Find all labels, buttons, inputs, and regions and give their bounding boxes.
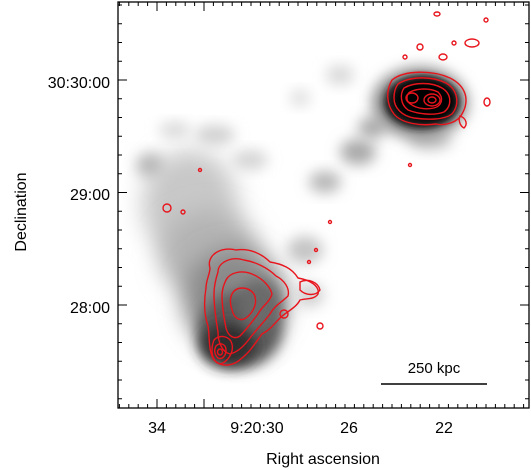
south-contour-3 [221, 271, 273, 339]
north-contour-2 [393, 77, 458, 120]
xray-greyscale-image [136, 65, 468, 368]
south-contour-5 [211, 335, 234, 365]
north-contour-4 [406, 88, 443, 110]
south-blob-8 [306, 259, 312, 265]
north-blob-9 [407, 162, 413, 168]
north-contour-outer [387, 71, 467, 126]
scale-bar-label: 250 kpc [408, 360, 461, 377]
north-blob-4 [416, 43, 424, 51]
north-blob-6 [483, 17, 489, 23]
north-contour-3 [400, 82, 451, 115]
north-contour-tail [458, 115, 467, 129]
x-tick-label-22: 22 [435, 420, 453, 437]
south-blob-5 [197, 167, 203, 173]
south-contour-6 [213, 343, 227, 360]
south-contour-lobe [299, 279, 321, 296]
north-contour-peak-1 [423, 93, 441, 107]
south-contour-peak [216, 348, 224, 356]
south-blob-4 [180, 209, 186, 215]
north-blob-2 [438, 53, 448, 61]
axis-ticks [118, 2, 529, 408]
x-tick-label-9-20-30: 9:20:30 [230, 420, 283, 437]
south-blob-3 [162, 203, 172, 213]
south-blob-6 [313, 247, 319, 253]
radio-contours [162, 11, 491, 366]
north-blob-3 [464, 38, 480, 48]
x-tick-label-34: 34 [148, 420, 166, 437]
south-contour-outer [203, 248, 319, 366]
plot-frame [117, 1, 530, 409]
south-blob-7 [327, 219, 333, 225]
y-axis-title: Declination [13, 172, 30, 251]
north-blob-7 [402, 54, 408, 60]
north-contour-peak-2 [427, 96, 437, 104]
south-blob-1 [279, 309, 289, 319]
south-contour-2 [213, 258, 290, 355]
north-contour-peak-3 [405, 92, 419, 104]
x-tick-label-26: 26 [340, 420, 358, 437]
north-blob-8 [451, 40, 457, 46]
south-blob-2 [316, 322, 324, 330]
y-tick-label-28-00: 28:00 [70, 300, 110, 317]
x-axis-title: Right ascension [266, 451, 380, 468]
y-tick-label-30-30-00: 30:30:00 [48, 75, 110, 92]
south-contour-4 [229, 287, 257, 321]
scale-bar: 250 kpc [381, 360, 487, 385]
north-blob-5 [433, 11, 441, 17]
north-blob-1 [483, 97, 491, 107]
y-tick-label-29-00: 29:00 [70, 187, 110, 204]
